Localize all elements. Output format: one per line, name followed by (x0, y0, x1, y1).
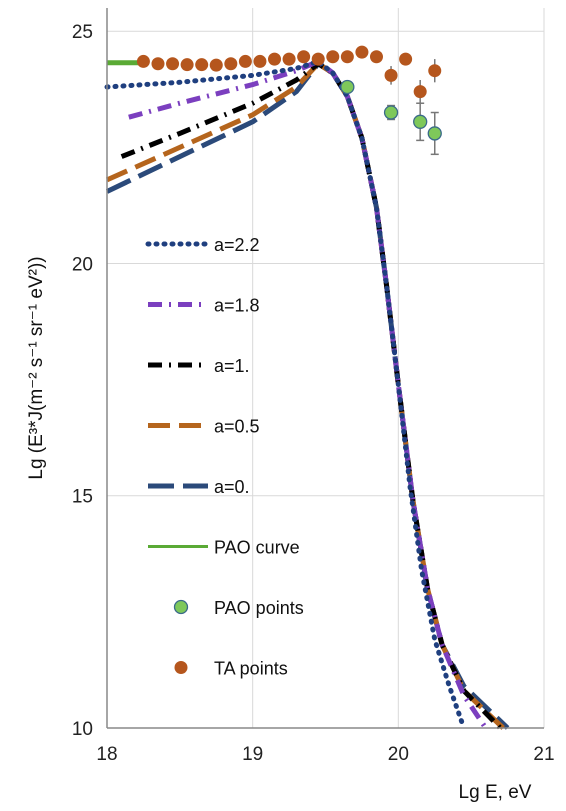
ta-point (136, 54, 150, 68)
ta-point (413, 85, 427, 99)
data-points (136, 45, 442, 156)
x-tick-label: 21 (533, 744, 554, 765)
ta-point (268, 52, 282, 66)
ta-point (355, 45, 369, 59)
ta-point (282, 52, 296, 66)
y-tick-label: 20 (72, 254, 93, 275)
legend-label: a=1.8 (214, 296, 260, 316)
ta-point (195, 58, 209, 72)
axes: 18 19 20 21 10 15 20 25 (72, 8, 555, 765)
ta-point (238, 54, 252, 68)
legend-label: PAO points (214, 598, 304, 618)
legend-label: a=0.5 (214, 417, 260, 437)
y-tick-label: 15 (72, 487, 93, 508)
pao-point (427, 126, 442, 141)
x-tick-label: 18 (96, 744, 117, 765)
pao-point (413, 114, 428, 129)
ta-point (311, 52, 325, 66)
y-tick-label: 25 (72, 22, 93, 43)
x-tick-label: 19 (242, 744, 263, 765)
series-line-a-1-8 (128, 58, 488, 730)
y-axis-title: Lg (E³*J(m⁻² s⁻¹ sr⁻¹ eV²)) (26, 256, 47, 479)
series-line-a-0- (105, 61, 510, 730)
ta-point (384, 68, 398, 82)
ta-point (151, 57, 165, 71)
ta-point (340, 50, 354, 64)
legend-marker (174, 661, 188, 674)
ta-point (326, 50, 340, 64)
model-curves (104, 58, 510, 731)
ta-point (399, 52, 413, 66)
grid (106, 8, 545, 729)
ta-point (180, 58, 194, 72)
series-line-a-2-2 (104, 58, 467, 731)
ta-point (224, 57, 238, 71)
ta-point (297, 50, 311, 64)
legend: a=2.2 a=1.8 a=1. a=0.5 a=0. PAO curve PAO poin… (145, 235, 304, 679)
ta-point (209, 58, 223, 72)
legend-label: TA points (214, 659, 288, 679)
legend-label: PAO curve (214, 538, 300, 558)
pao-point (340, 79, 355, 95)
ta-point (166, 57, 180, 71)
ta-point (369, 50, 383, 64)
legend-marker (173, 599, 189, 615)
ta-point (428, 64, 442, 78)
series-line-a-0-5 (105, 61, 505, 730)
legend-label: a=2.2 (214, 235, 260, 255)
y-tick-label: 10 (72, 719, 93, 740)
legend-label: a=1. (214, 356, 250, 376)
pao-point (383, 105, 399, 120)
ta-point (253, 54, 267, 68)
x-tick-label: 20 (388, 744, 409, 765)
x-axis-title: Lg E, eV (459, 782, 532, 803)
series-line-a-1- (120, 61, 503, 730)
legend-label: a=0. (214, 477, 250, 497)
